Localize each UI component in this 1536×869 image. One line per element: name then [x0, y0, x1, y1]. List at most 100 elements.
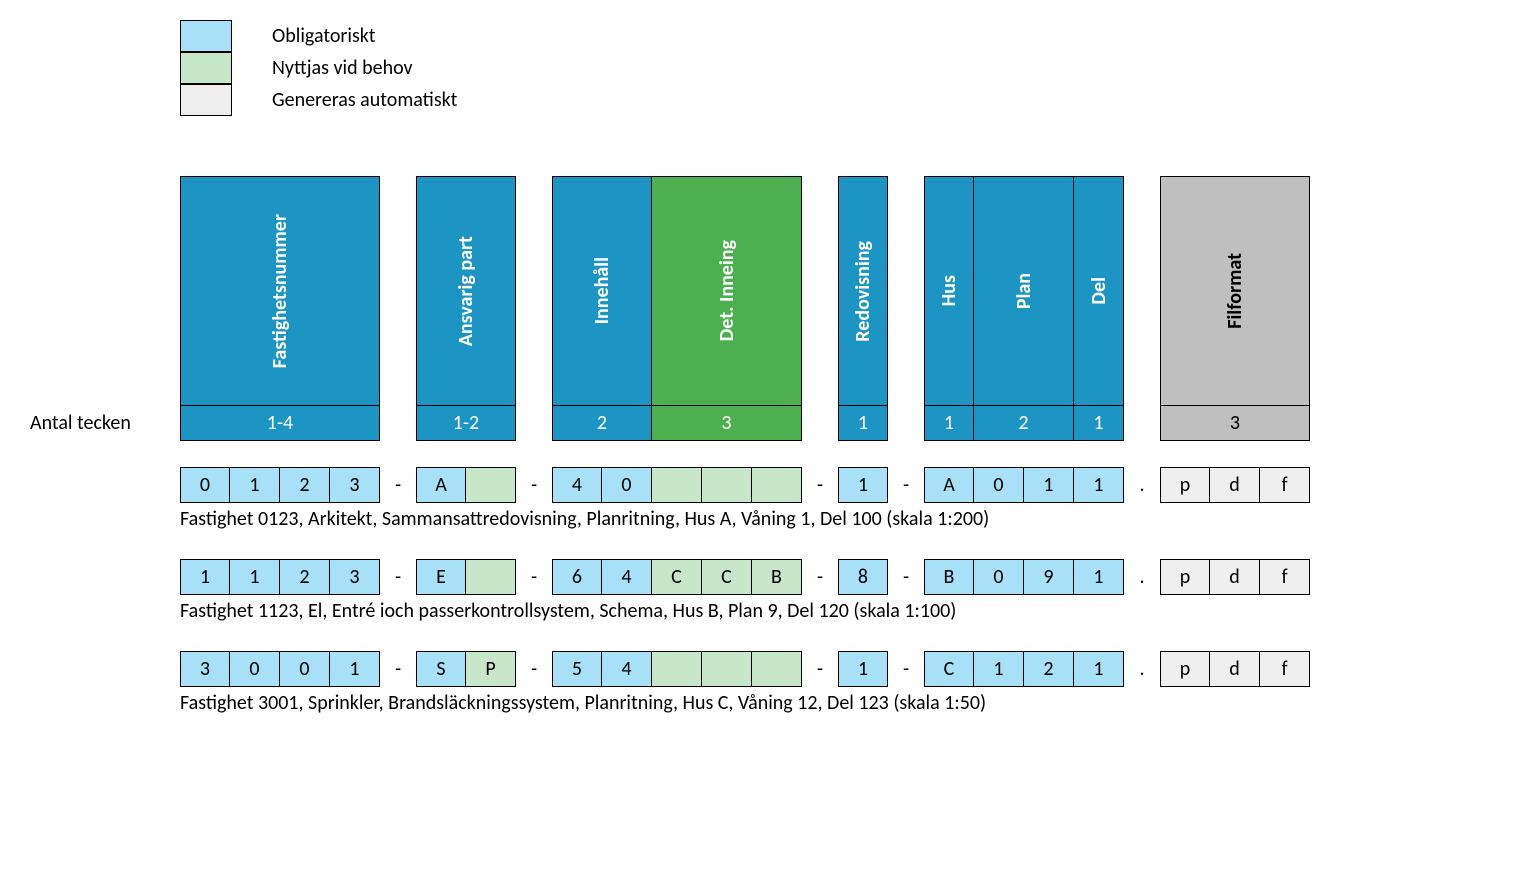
header-block: Del1 [1074, 176, 1124, 441]
separator: - [516, 473, 552, 497]
separator: . [1124, 565, 1160, 589]
header-block: Plan2 [974, 176, 1074, 441]
separator: - [380, 565, 416, 589]
header-block-title: Det. Inneing [652, 177, 801, 406]
header-group: Fastighetsnummer 1-4 [180, 176, 380, 441]
example-cell: 2 [280, 467, 330, 503]
header-block-label: Del [1087, 277, 1111, 305]
header-block-title: Ansvarig part [417, 177, 515, 406]
separator: - [888, 657, 924, 681]
separator: - [802, 565, 838, 589]
example-cell: C [652, 559, 702, 595]
example-cell [466, 559, 516, 595]
example-group: 1 [838, 467, 888, 503]
header-block-count: 1 [925, 406, 973, 440]
header-block-count: 1 [839, 406, 887, 440]
example-cell: d [1210, 559, 1260, 595]
example-group: pdf [1160, 651, 1310, 687]
legend-swatch [180, 20, 232, 52]
separator: - [516, 657, 552, 681]
example-cell [752, 467, 802, 503]
header-block: Fastighetsnummer 1-4 [180, 176, 380, 441]
legend-label: Genereras automatiskt [272, 88, 457, 112]
header-block-count: 1-4 [181, 406, 379, 440]
header-block-count: 2 [974, 406, 1073, 440]
example-description: Fastighet 3001, Sprinkler, Brandsläcknin… [180, 691, 1516, 715]
example-cell [752, 651, 802, 687]
separator: - [888, 565, 924, 589]
example-cell: A [924, 467, 974, 503]
legend: ObligatorisktNyttjas vid behovGenereras … [180, 20, 1516, 116]
legend-item: Genereras automatiskt [180, 84, 1516, 116]
header-group: Innehåll2 Det. Inneing 3 [552, 176, 802, 441]
example-cell: p [1160, 651, 1210, 687]
example-cell: 3 [180, 651, 230, 687]
example-row: 0123-A-40-1-A011.pdf [180, 467, 1516, 503]
example-group: 64CCB [552, 559, 802, 595]
header-block-label: Fastighetsnummer [268, 214, 292, 368]
separator: . [1124, 657, 1160, 681]
header-block-label: Filformat [1223, 253, 1247, 329]
example-group: E [416, 559, 516, 595]
header-block: Hus 1 [924, 176, 974, 441]
header-block-label: Redovisning [851, 241, 875, 342]
header-group: Redovisning 1 [838, 176, 888, 441]
header-block-count: 3 [652, 406, 801, 440]
example-group: SP [416, 651, 516, 687]
legend-item: Nyttjas vid behov [180, 52, 1516, 84]
header-block-title: Innehåll [553, 177, 651, 406]
example-cell: S [416, 651, 466, 687]
example-cell: d [1210, 651, 1260, 687]
example-group: A [416, 467, 516, 503]
example-cell: 3 [330, 467, 380, 503]
header-blocks: Fastighetsnummer 1-4 Ansvarig part1-2 Inneh… [180, 176, 1310, 441]
separator: . [1124, 473, 1160, 497]
header-block-label: Det. Inneing [715, 240, 739, 341]
example-group: C121 [924, 651, 1124, 687]
example-cell: A [416, 467, 466, 503]
example-cell: 4 [602, 559, 652, 595]
example-description: Fastighet 0123, Arkitekt, Sammansattredo… [180, 507, 1516, 531]
example-cell: 1 [1024, 467, 1074, 503]
example-group: 3001 [180, 651, 380, 687]
example-cell: 1 [838, 651, 888, 687]
header-block: Innehåll2 [552, 176, 652, 441]
example-cell: E [416, 559, 466, 595]
example-cell: 4 [552, 467, 602, 503]
example-cell: 6 [552, 559, 602, 595]
examples: 0123-A-40-1-A011.pdfFastighet 0123, Arki… [180, 467, 1516, 715]
example-cell: 0 [280, 651, 330, 687]
example-cell: B [752, 559, 802, 595]
header-block-label: Innehåll [590, 257, 614, 324]
example-group: B091 [924, 559, 1124, 595]
example-cell [466, 467, 516, 503]
example-group: 1 [838, 651, 888, 687]
header-block-label: Hus [937, 275, 961, 306]
example-cell: 8 [838, 559, 888, 595]
example-cell [702, 651, 752, 687]
example-cell: 1 [230, 467, 280, 503]
header-block: Ansvarig part1-2 [416, 176, 516, 441]
example-cell: 1 [974, 651, 1024, 687]
example-cell: C [924, 651, 974, 687]
example-group: pdf [1160, 467, 1310, 503]
example-cell: 1 [230, 559, 280, 595]
example-cell: p [1160, 467, 1210, 503]
row-label: Antal tecken [20, 411, 180, 441]
example-cell: 0 [230, 651, 280, 687]
example-row: 1123-E-64CCB-8-B091.pdf [180, 559, 1516, 595]
example-cell: 1 [1074, 559, 1124, 595]
example-cell: f [1260, 651, 1310, 687]
example-cell: 0 [180, 467, 230, 503]
header-block: Filformat3 [1160, 176, 1310, 441]
example-cell [702, 467, 752, 503]
separator: - [888, 473, 924, 497]
example-cell: 1 [1074, 651, 1124, 687]
example-cell [652, 651, 702, 687]
header-block-title: Redovisning [839, 177, 887, 406]
example-cell: 0 [602, 467, 652, 503]
header-group: Ansvarig part1-2 [416, 176, 516, 441]
example-cell: 2 [1024, 651, 1074, 687]
example-cell: 3 [330, 559, 380, 595]
example-description: Fastighet 1123, El, Entré ioch passerkon… [180, 599, 1516, 623]
